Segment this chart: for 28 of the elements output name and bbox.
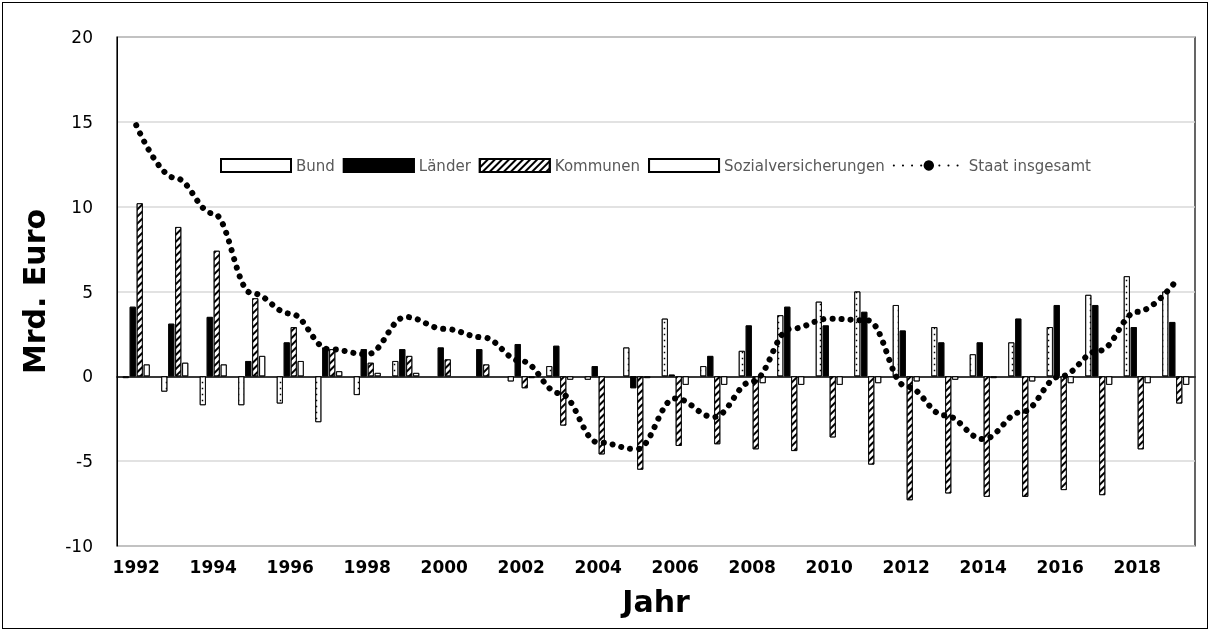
x-tick-label: 2006	[651, 556, 699, 577]
y-tick-label: 5	[82, 281, 93, 302]
x-tick-label: 2002	[497, 556, 545, 577]
legend-label: Bund	[296, 156, 335, 175]
x-tick-label: 1998	[343, 556, 391, 577]
x-tick-label: 2018	[1113, 556, 1161, 577]
x-tick-label: 2000	[420, 556, 469, 577]
x-axis-title: Jahr	[620, 583, 690, 619]
x-tick-label: 2004	[574, 556, 623, 577]
x-tick-label: 2016	[1036, 556, 1084, 577]
x-tick-label: 1996	[266, 556, 314, 577]
x-tick-label: 1994	[189, 556, 238, 577]
x-tick-label: 1992	[112, 556, 160, 577]
legend-label: Kommunen	[554, 156, 641, 175]
y-tick-label: -10	[65, 536, 93, 556]
y-tick-label: 20	[71, 27, 93, 47]
x-tick-label: 2012	[882, 556, 930, 577]
y-tick-label: -5	[76, 451, 93, 472]
legend-label: Sozialversicherungen	[724, 156, 885, 175]
legend-label: Staat insgesamt	[968, 156, 1092, 175]
x-tick-label: 2014	[959, 556, 1008, 577]
y-axis-title: Mrd. Euro	[16, 208, 52, 375]
x-tick-label: 2008	[728, 556, 776, 577]
y-tick-label: 10	[71, 196, 93, 217]
y-tick-label: 15	[71, 111, 93, 132]
x-tick-label: 2010	[805, 556, 854, 577]
y-tick-label: 0	[82, 366, 93, 387]
legend-label: Länder	[418, 156, 472, 175]
